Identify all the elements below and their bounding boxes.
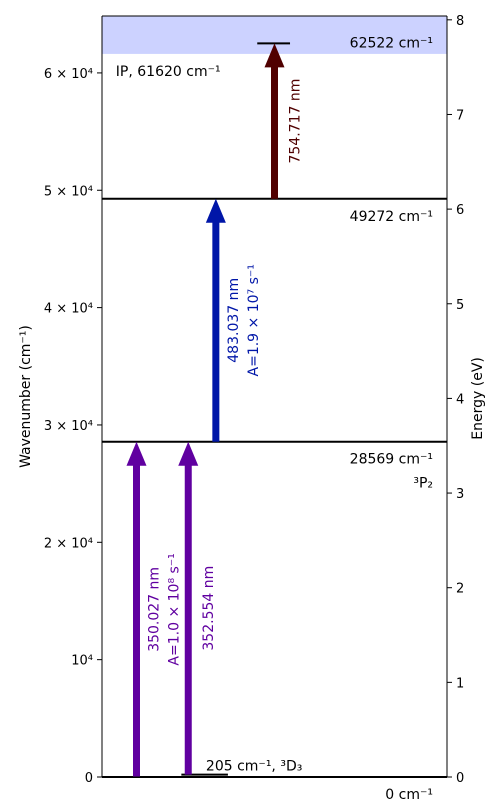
left-tick-label-4: 4 × 10⁴: [44, 302, 93, 317]
transition-wavelength-2: 483.037 nm: [226, 278, 242, 363]
transition-rate-2: A=1.9 × 10⁷ s⁻¹: [246, 264, 262, 376]
left-tick-label-2: 2 × 10⁴: [44, 536, 93, 551]
transition-arrow-shaft-1: [184, 464, 192, 775]
energy-level-label-2: 28569 cm⁻¹: [350, 452, 433, 468]
left-tick-label-5: 5 × 10⁴: [44, 184, 93, 199]
transition-arrow-head-3: [264, 43, 285, 68]
right-tick-label-1: 1: [456, 676, 464, 691]
right-tick-label-8: 8: [456, 14, 464, 29]
right-axis-label: Energy (eV): [470, 357, 486, 440]
transition-rate-0: A=1.0 × 10⁸ s⁻¹: [167, 553, 183, 665]
right-tick-label-7: 7: [456, 108, 464, 123]
transition-arrow-head-2: [205, 198, 226, 223]
energy-level-label-4: 62522 cm⁻¹: [350, 35, 433, 51]
energy-level-label-3: 49272 cm⁻¹: [350, 209, 433, 225]
right-tick-label-2: 2: [456, 582, 464, 597]
transition-arrow-head-1: [178, 441, 199, 466]
right-tick-label-3: 3: [456, 487, 464, 502]
energy-level-label-0: 0 cm⁻¹: [385, 787, 433, 800]
ionization-label: IP, 61620 cm⁻¹: [116, 64, 221, 80]
energy-level-label-1: 205 cm⁻¹, ³D₃: [206, 759, 302, 775]
transition-arrow-shaft-0: [133, 464, 140, 777]
transition-wavelength-0: 350.027 nm: [147, 567, 163, 652]
transition-arrow-shaft-3: [271, 66, 278, 199]
transition-arrow-shaft-2: [212, 221, 220, 442]
left-tick-label-3: 3 × 10⁴: [44, 419, 93, 434]
transition-arrow-head-0: [126, 441, 147, 466]
left-tick-label-0: 0: [85, 771, 93, 786]
left-tick-label-6: 6 × 10⁴: [44, 67, 93, 82]
transition-wavelength-1: 352.554 nm: [201, 566, 217, 651]
right-tick-label-4: 4: [456, 392, 464, 407]
right-tick-label-6: 6: [456, 203, 464, 218]
right-tick-label-0: 0: [456, 771, 464, 786]
left-axis-label: Wavenumber (cm⁻¹): [18, 325, 34, 468]
energy-level-term-2: ³P₂: [413, 476, 433, 492]
transition-wavelength-3: 754.717 nm: [288, 79, 304, 164]
right-tick-label-5: 5: [456, 298, 464, 313]
left-tick-label-1: 10⁴: [71, 654, 93, 669]
